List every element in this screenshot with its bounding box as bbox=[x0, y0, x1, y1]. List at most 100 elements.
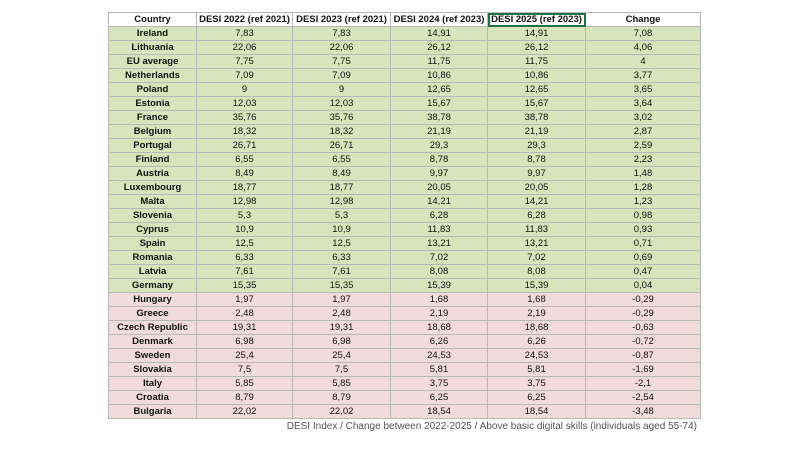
table-row: Estonia 12,03 12,03 15,67 15,67 3,64 bbox=[108, 96, 701, 111]
value-cell: 14,91 bbox=[390, 26, 488, 41]
value-cell: 18,32 bbox=[292, 124, 391, 139]
value-cell: -0,29 bbox=[585, 292, 701, 307]
value-cell: 10,86 bbox=[487, 68, 586, 83]
table-row: Belgium 18,32 18,32 21,19 21,19 2,87 bbox=[108, 124, 701, 139]
table-row: Hungary 1,97 1,97 1,68 1,68 -0,29 bbox=[108, 292, 701, 307]
value-cell: 9,97 bbox=[390, 166, 488, 181]
value-cell: -2,1 bbox=[585, 376, 701, 391]
value-cell: -0,63 bbox=[585, 320, 701, 335]
value-cell: 8,08 bbox=[390, 264, 488, 279]
value-cell: 24,53 bbox=[390, 348, 488, 363]
country-cell: Belgium bbox=[108, 124, 197, 139]
country-cell: Czech Republic bbox=[108, 320, 197, 335]
value-cell: 9 bbox=[292, 82, 391, 97]
value-cell: 11,75 bbox=[487, 54, 586, 69]
value-cell: 26,71 bbox=[196, 138, 293, 153]
table-row: Malta 12,98 12,98 14,21 14,21 1,23 bbox=[108, 194, 701, 209]
value-cell: 35,76 bbox=[292, 110, 391, 125]
value-cell: 5,81 bbox=[487, 362, 586, 377]
value-cell: 7,61 bbox=[196, 264, 293, 279]
value-cell: 26,12 bbox=[487, 40, 586, 55]
country-cell: Malta bbox=[108, 194, 197, 209]
value-cell: 4 bbox=[585, 54, 701, 69]
value-cell: 15,39 bbox=[487, 278, 586, 293]
value-cell: 22,02 bbox=[292, 404, 391, 419]
country-cell: Croatia bbox=[108, 390, 197, 405]
table-row: EU average 7,75 7,75 11,75 11,75 4 bbox=[108, 54, 701, 69]
data-table: Country DESI 2022 (ref 2021) DESI 2023 (re… bbox=[108, 12, 701, 419]
value-cell: 9 bbox=[196, 82, 293, 97]
value-cell: 1,23 bbox=[585, 194, 701, 209]
value-cell: 3,02 bbox=[585, 110, 701, 125]
value-cell: 8,78 bbox=[487, 152, 586, 167]
table-row: Czech Republic 19,31 19,31 18,68 18,68 -0,63 bbox=[108, 320, 701, 335]
value-cell: 8,79 bbox=[196, 390, 293, 405]
value-cell: 18,54 bbox=[390, 404, 488, 419]
value-cell: 35,76 bbox=[196, 110, 293, 125]
value-cell: 5,85 bbox=[292, 376, 391, 391]
value-cell: 7,02 bbox=[487, 250, 586, 265]
table-row: Greece 2,48 2,48 2,19 2,19 -0,29 bbox=[108, 306, 701, 321]
value-cell: 12,5 bbox=[292, 236, 391, 251]
value-cell: 5,81 bbox=[390, 362, 488, 377]
value-cell: 1,68 bbox=[390, 292, 488, 307]
header-row: Country DESI 2022 (ref 2021) DESI 2023 (re… bbox=[108, 12, 701, 27]
value-cell: 2,48 bbox=[196, 306, 293, 321]
value-cell: 5,85 bbox=[196, 376, 293, 391]
column-header: DESI 2023 (ref 2021) bbox=[292, 12, 391, 27]
value-cell: 12,65 bbox=[487, 82, 586, 97]
country-cell: Poland bbox=[108, 82, 197, 97]
value-cell: 3,75 bbox=[390, 376, 488, 391]
caption: DESI Index / Change between 2022-2025 / … bbox=[286, 421, 697, 432]
value-cell: 21,19 bbox=[487, 124, 586, 139]
value-cell: 6,98 bbox=[196, 334, 293, 349]
value-cell: 22,02 bbox=[196, 404, 293, 419]
table-row: Finland 6,55 6,55 8,78 8,78 2,23 bbox=[108, 152, 701, 167]
value-cell: 7,83 bbox=[292, 26, 391, 41]
value-cell: 2,87 bbox=[585, 124, 701, 139]
value-cell: 25,4 bbox=[292, 348, 391, 363]
value-cell: 26,12 bbox=[390, 40, 488, 55]
value-cell: 38,78 bbox=[487, 110, 586, 125]
value-cell: 18,32 bbox=[196, 124, 293, 139]
value-cell: 18,54 bbox=[487, 404, 586, 419]
value-cell: 3,65 bbox=[585, 82, 701, 97]
country-cell: Bulgaria bbox=[108, 404, 197, 419]
table-row: Lithuania 22,06 22,06 26,12 26,12 4,06 bbox=[108, 40, 701, 55]
country-cell: Lithuania bbox=[108, 40, 197, 55]
value-cell: 12,98 bbox=[292, 194, 391, 209]
value-cell: 6,26 bbox=[487, 334, 586, 349]
value-cell: 2,59 bbox=[585, 138, 701, 153]
table-row: Netherlands 7,09 7,09 10,86 10,86 3,77 bbox=[108, 68, 701, 83]
value-cell: 3,64 bbox=[585, 96, 701, 111]
table-row: Luxembourg 18,77 18,77 20,05 20,05 1,28 bbox=[108, 180, 701, 195]
value-cell: 20,05 bbox=[487, 180, 586, 195]
value-cell: 1,48 bbox=[585, 166, 701, 181]
value-cell: -2,54 bbox=[585, 390, 701, 405]
value-cell: 6,33 bbox=[292, 250, 391, 265]
country-cell: Finland bbox=[108, 152, 197, 167]
value-cell: 7,83 bbox=[196, 26, 293, 41]
value-cell: 8,08 bbox=[487, 264, 586, 279]
value-cell: 2,19 bbox=[487, 306, 586, 321]
column-header: DESI 2025 (ref 2023) bbox=[487, 12, 586, 27]
table-body: Ireland 7,83 7,83 14,91 14,91 7,08 Lithuania 22… bbox=[108, 26, 701, 419]
value-cell: 14,91 bbox=[487, 26, 586, 41]
value-cell: 38,78 bbox=[390, 110, 488, 125]
value-cell: 20,05 bbox=[390, 180, 488, 195]
value-cell: 21,19 bbox=[390, 124, 488, 139]
value-cell: 6,25 bbox=[390, 390, 488, 405]
value-cell: 9,97 bbox=[487, 166, 586, 181]
value-cell: 14,21 bbox=[390, 194, 488, 209]
value-cell: 7,61 bbox=[292, 264, 391, 279]
value-cell: 12,03 bbox=[292, 96, 391, 111]
value-cell: 0,04 bbox=[585, 278, 701, 293]
value-cell: 0,71 bbox=[585, 236, 701, 251]
value-cell: 6,26 bbox=[390, 334, 488, 349]
value-cell: 12,5 bbox=[196, 236, 293, 251]
value-cell: 15,67 bbox=[390, 96, 488, 111]
value-cell: 4,06 bbox=[585, 40, 701, 55]
table-row: Bulgaria 22,02 22,02 18,54 18,54 -3,48 bbox=[108, 404, 701, 419]
table-row: Austria 8,49 8,49 9,97 9,97 1,48 bbox=[108, 166, 701, 181]
